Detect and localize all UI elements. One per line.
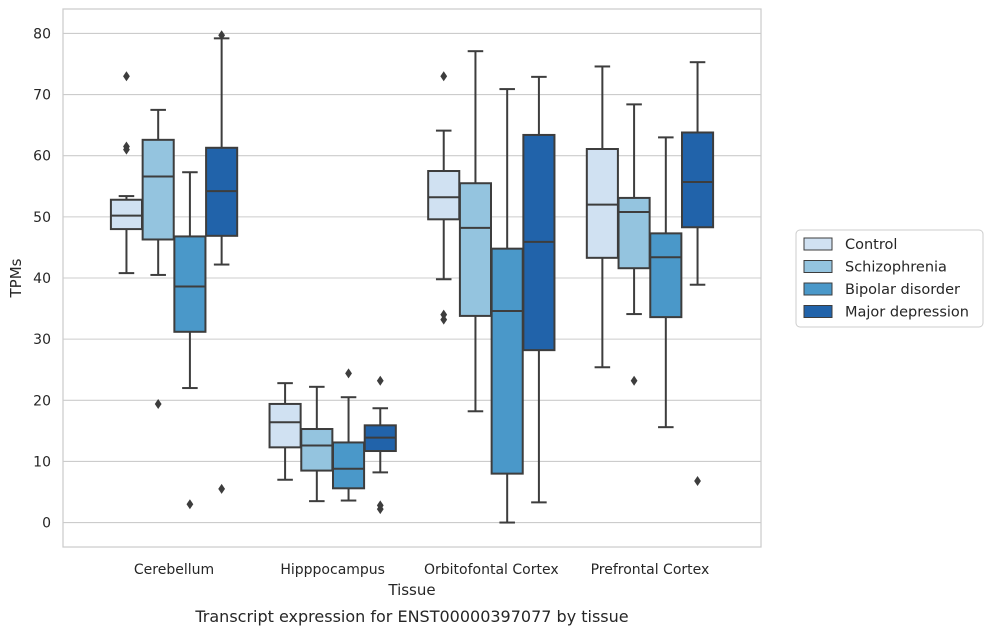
x-tick-label: Hipppocampus xyxy=(280,562,385,578)
plot-frame xyxy=(62,8,762,548)
y-tick-labels: 0 10 20 30 40 50 60 70 80 xyxy=(33,26,51,531)
box-schizophrenia xyxy=(141,108,175,409)
x-tick-label: Orbitofontal Cortex xyxy=(424,562,559,578)
box-bipolar-disorder xyxy=(173,171,207,510)
y-tick-label: 10 xyxy=(33,454,51,470)
box-control xyxy=(268,382,302,481)
outlier-point xyxy=(218,30,226,41)
outlier-point xyxy=(376,504,384,515)
box-groups xyxy=(109,30,715,524)
outlier-point xyxy=(345,368,352,379)
box-schizophrenia xyxy=(300,385,334,503)
y-tick-label: 60 xyxy=(33,149,51,165)
box-iqr xyxy=(173,235,207,333)
y-tick-label: 70 xyxy=(33,88,51,104)
box-control xyxy=(427,71,461,325)
box-major-depression xyxy=(680,61,715,486)
box-iqr xyxy=(490,247,524,475)
box-iqr xyxy=(141,138,175,241)
legend-swatch xyxy=(803,260,833,273)
legend-label: Control xyxy=(845,237,897,253)
outlier-point xyxy=(186,499,194,510)
outlier-point xyxy=(123,144,130,155)
box-control xyxy=(585,65,619,369)
box-schizophrenia xyxy=(458,50,493,413)
y-tick-label: 20 xyxy=(33,393,51,409)
box-bipolar-disorder xyxy=(331,368,366,502)
box-schizophrenia xyxy=(617,103,651,386)
y-tick-label: 30 xyxy=(33,332,51,348)
legend-label: Schizophrenia xyxy=(845,260,947,276)
box-major-depression xyxy=(522,75,556,504)
box-major-depression xyxy=(363,375,397,515)
legend-frame xyxy=(795,229,984,328)
legend-swatch xyxy=(803,305,833,318)
outlier-point xyxy=(440,71,448,82)
outlier-point xyxy=(123,71,130,82)
box-iqr xyxy=(300,428,334,472)
x-tick-label: Prefrontal Cortex xyxy=(591,562,710,578)
box-iqr xyxy=(109,198,144,231)
y-tick-label: 50 xyxy=(33,210,51,226)
box-iqr xyxy=(427,170,461,221)
figure-caption: Transcript expression for ENST0000039707… xyxy=(194,607,628,626)
y-tick-label: 80 xyxy=(33,26,51,42)
box-iqr xyxy=(680,131,715,229)
outlier-point xyxy=(440,314,448,325)
legend-label: Major depression xyxy=(845,305,969,321)
box-iqr xyxy=(585,148,619,259)
x-tick-label: Cerebellum xyxy=(134,562,214,578)
y-tick-label: 0 xyxy=(42,516,51,532)
outlier-point xyxy=(630,375,638,386)
box-major-depression xyxy=(205,30,239,494)
legend: Control Schizophrenia Bipolar disorder Majo… xyxy=(795,229,984,328)
legend-swatch xyxy=(803,282,833,296)
legend-label: Bipolar disorder xyxy=(845,282,960,298)
box-bipolar-disorder xyxy=(649,136,683,429)
box-iqr xyxy=(458,182,493,317)
box-bipolar-disorder xyxy=(490,88,524,524)
legend-swatch xyxy=(803,237,833,251)
outlier-point xyxy=(694,475,701,486)
box-iqr xyxy=(649,232,683,319)
box-iqr xyxy=(617,196,651,270)
outlier-point xyxy=(154,398,162,409)
box-iqr xyxy=(331,441,366,490)
y-tick-label: 40 xyxy=(33,271,51,287)
x-axis-label: Tissue xyxy=(387,581,435,599)
y-axis-label: TPMs xyxy=(7,258,25,298)
box-iqr xyxy=(268,402,302,449)
box-control xyxy=(109,71,144,275)
outlier-point xyxy=(376,375,384,386)
x-tick-labels: Cerebellum Hipppocampus Orbitofontal Corte… xyxy=(134,562,709,578)
outlier-point xyxy=(218,483,226,494)
